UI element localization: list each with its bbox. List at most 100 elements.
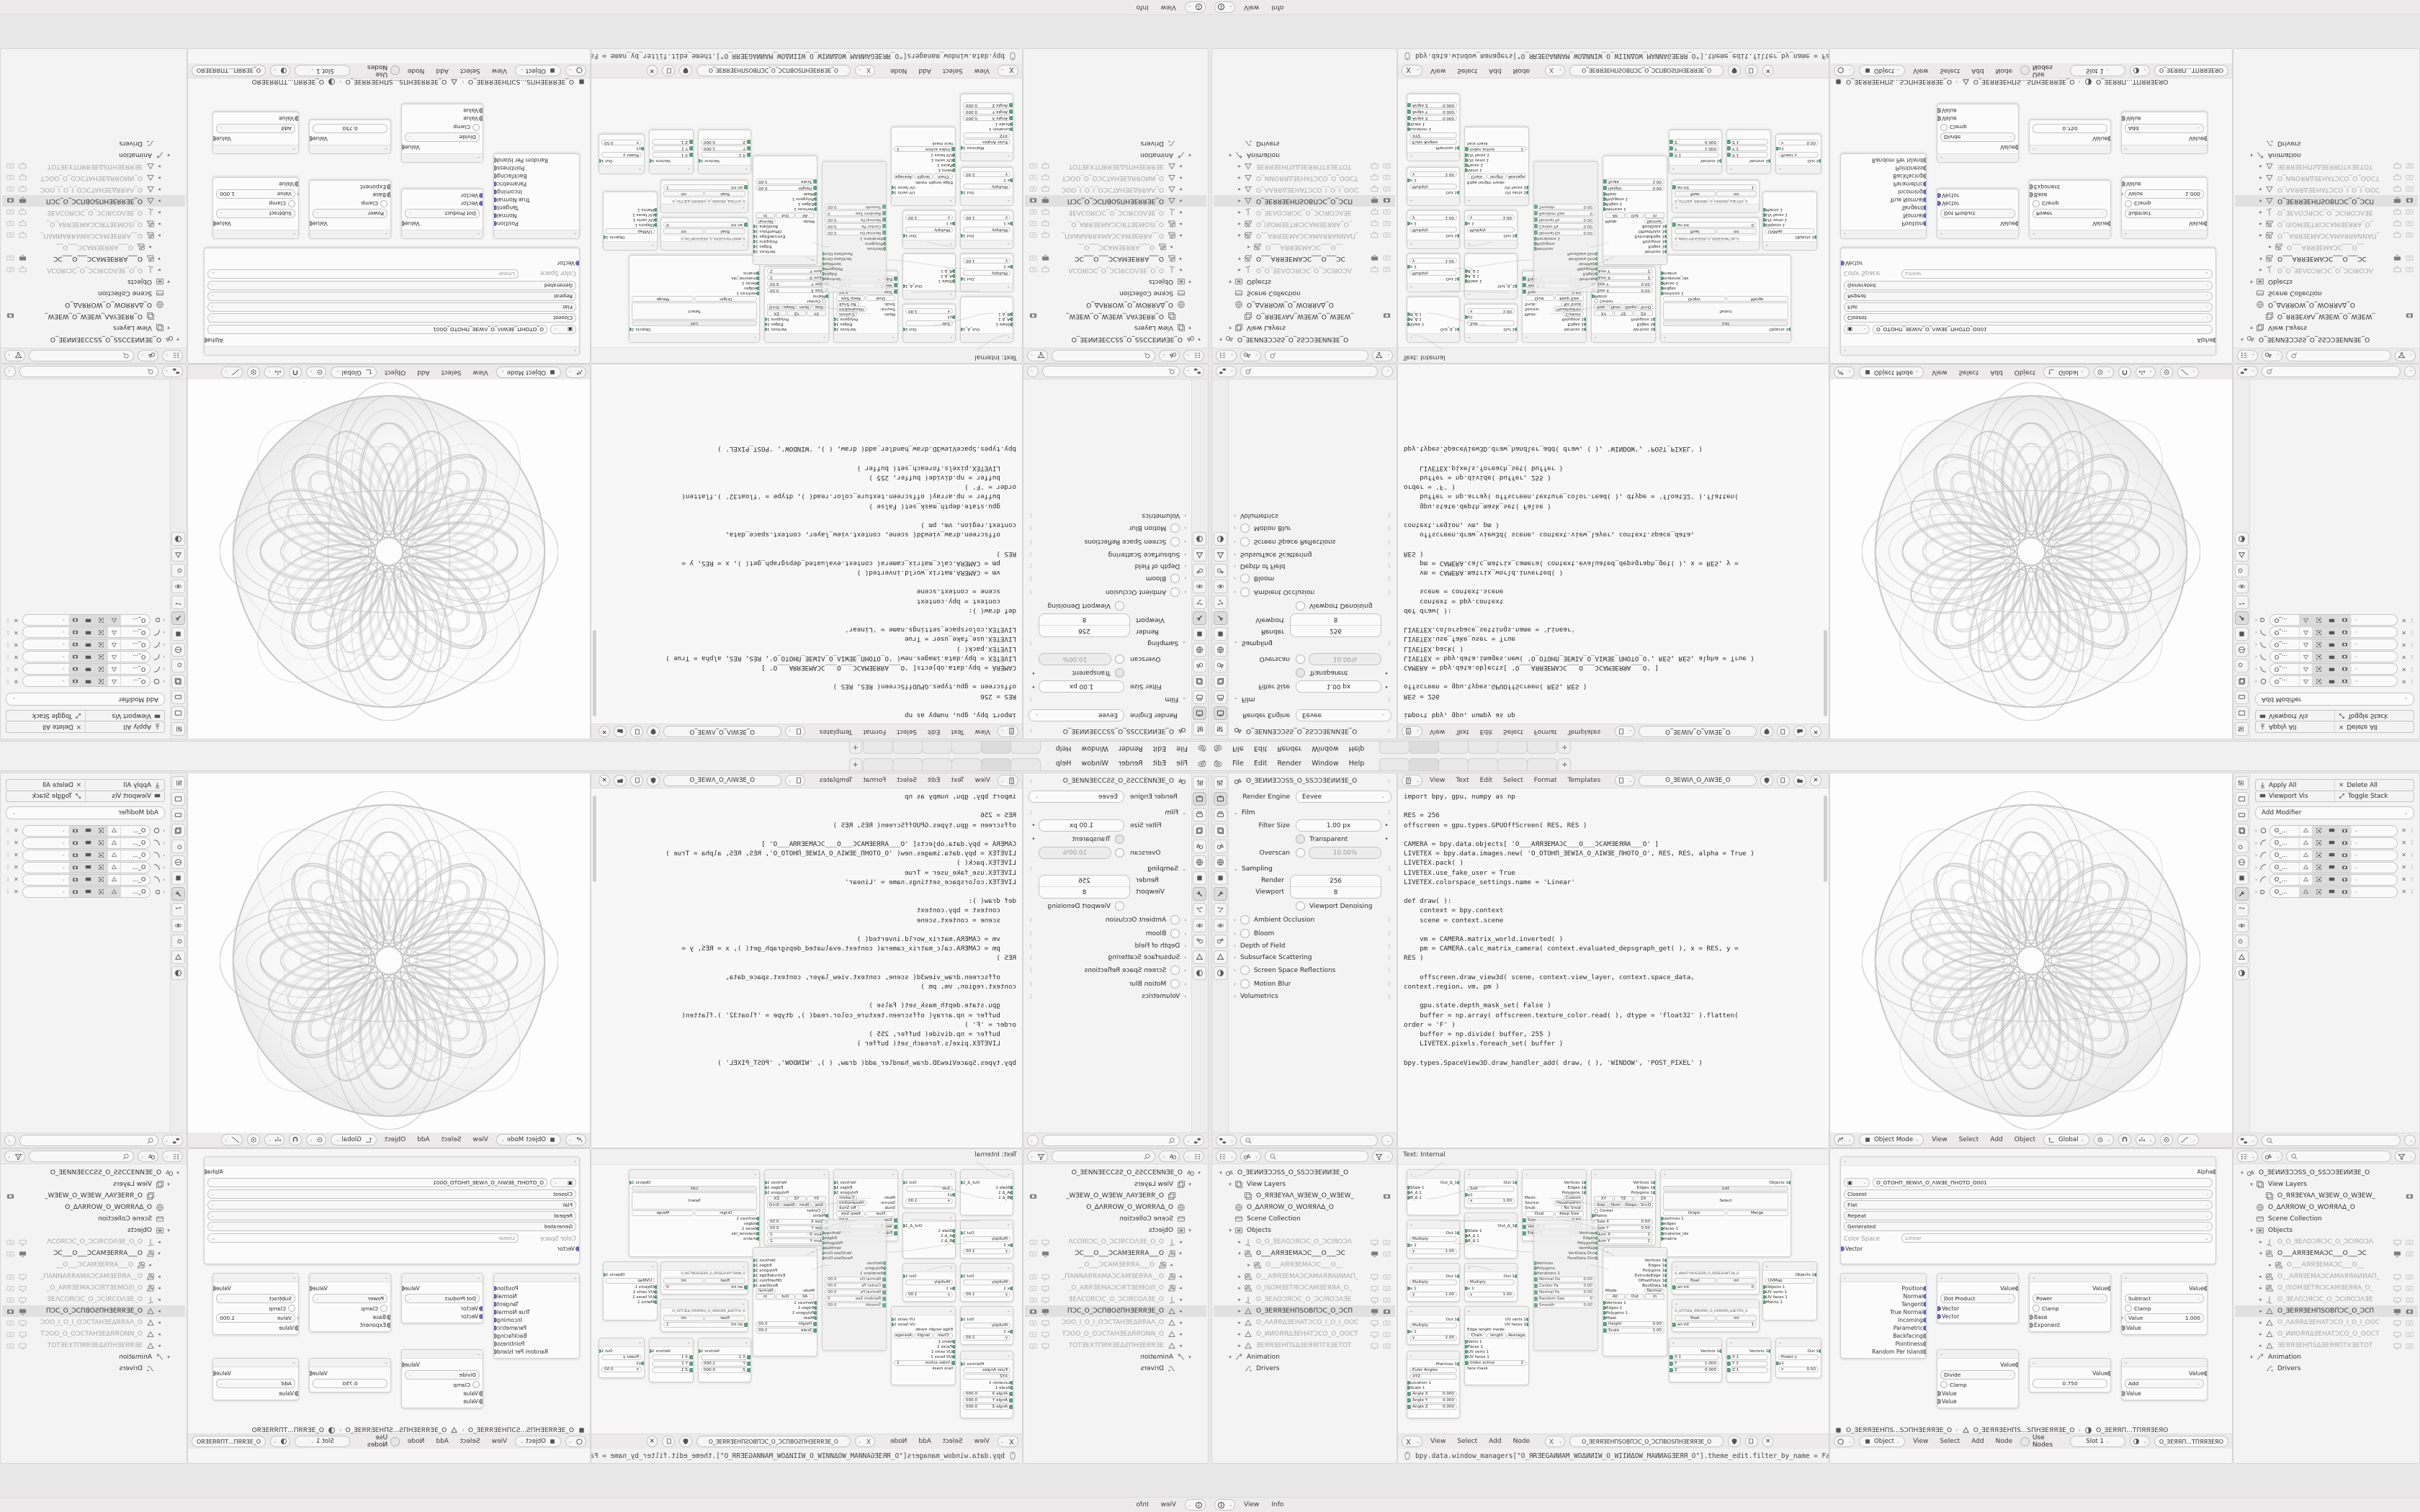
node-output[interactable]: Out 1: [1467, 327, 1518, 332]
outliner-row[interactable]: ▾ Animation: [2, 149, 185, 161]
node-header[interactable]: ⌄: [629, 333, 759, 342]
filter-size-field[interactable]: 1.00 px: [1039, 680, 1124, 693]
node-input[interactable]: B_Δ 1: [963, 312, 1013, 317]
node-output-value[interactable]: Value: [212, 1284, 295, 1292]
display-icon[interactable]: [1041, 1296, 1049, 1304]
node-input[interactable]: y1: [905, 315, 956, 320]
render-samples-field[interactable]: 256: [1330, 877, 1342, 885]
filter-size-field[interactable]: 1.00 px: [1296, 680, 1381, 693]
group-input-node-a[interactable]: ⌄ Out_Δ_1 Stale 1 A_Δ 1 B_Δ 1: [960, 1169, 1013, 1215]
node-output[interactable]: Out 1: [599, 1349, 642, 1354]
outliner-row[interactable]: ▾ O_ƎEИИƎƆƆSS_O_SSƆƆƎEИИƎE_O: [2, 333, 185, 345]
node-value-field[interactable]: an int 1: [663, 184, 748, 190]
node-header[interactable]: ⌄: [1465, 1307, 1528, 1315]
node-buttons[interactable]: Chain length Average: [1467, 1333, 1527, 1338]
outliner-row-icons[interactable]: [2393, 209, 2418, 217]
node-input[interactable]: Objects 1: [606, 1284, 658, 1290]
geometry-output-normal[interactable]: Normal: [1844, 1292, 1926, 1300]
properties-options-button[interactable]: ⌄: [1027, 366, 1039, 377]
world-tab[interactable]: [1193, 643, 1207, 657]
node-output[interactable]: Polygons 1: [1525, 1190, 1586, 1195]
outliner-row-label[interactable]: O__AЯЯƎEMAƆCAMAЯЯAИИAП_: [1256, 1273, 1359, 1280]
node-select[interactable]: Multiply: [1410, 227, 1457, 233]
outliner-row[interactable]: ▸ O_ИИOЯЯΔƎEHATƆCO_O_OOCT: [2235, 1328, 2418, 1340]
extrude-node[interactable]: ⌄ Vertices 1 Edges 1 Polygons 1 ExtrudeEdge …: [753, 1247, 817, 1356]
workspace-tab-0[interactable]: [1379, 742, 1410, 754]
render-off-icon[interactable]: [6, 209, 14, 217]
menu-help[interactable]: Help: [1348, 744, 1365, 753]
outliner-row-label[interactable]: O_ЯЯƎEYAΛ_WƎEW_O_WƎEW_: [1256, 1192, 1355, 1200]
outliner-row[interactable]: ▾ View Layers: [1025, 322, 1206, 333]
filter-size-row[interactable]: Filter Size 1.00 px •: [1028, 680, 1186, 693]
node-value-field[interactable]: X 1: [1727, 1354, 1768, 1360]
render-engine-select[interactable]: Eevee ⌄: [1296, 791, 1392, 803]
particles-tab[interactable]: [171, 903, 186, 917]
node-value-field[interactable]: Size X 0.50: [767, 287, 829, 293]
world-tab[interactable]: [1193, 855, 1207, 869]
add-modifier-button[interactable]: Add Modifier ⌄: [2255, 806, 2414, 819]
particles-tab[interactable]: [2234, 903, 2249, 917]
node-output[interactable]: Out 1: [960, 233, 1010, 238]
disclosure-triangle[interactable]: ▸: [1179, 1308, 1182, 1314]
filter-size-field[interactable]: 1.00 px: [1296, 819, 1381, 832]
menu-render[interactable]: Render: [1277, 759, 1302, 768]
grid-node[interactable]: ⌄ Vertices 1 Edges 1 Polygons 1 XY YZ ZX Size Nu…: [1591, 1169, 1656, 1246]
shader-menu-node[interactable]: Node: [1995, 67, 2013, 74]
outliner-row[interactable]: ▸ O_ƎEЯЯƎEHПSOBПƆC_O_ƆCП: [1214, 1305, 1395, 1317]
disclosure-triangle[interactable]: ▸: [1179, 1285, 1182, 1291]
node-input[interactable]: Stale 1: [963, 1185, 1013, 1190]
topbar[interactable]: File Edit Render Window Help +: [0, 756, 1210, 771]
close-icon[interactable]: ✕: [646, 1436, 658, 1447]
material-sphere-icon[interactable]: ⌄: [2129, 1436, 2150, 1447]
math-divide-node[interactable]: ⌄ Value Divide ⌄ Clamp Value Value: [1937, 104, 2019, 163]
editor-type-shader-icon[interactable]: ⌄: [1834, 65, 1855, 76]
node-header[interactable]: ⌄: [604, 1262, 657, 1271]
panel-depth-of-field[interactable]: › Depth of Field ⣿: [1028, 942, 1186, 950]
node-output[interactable]: Objects 1: [603, 235, 655, 240]
modifier-remove-button[interactable]: ✕: [2401, 654, 2406, 660]
python-source[interactable]: import bpy, gpu, numpy as np RES = 256 o…: [1404, 445, 1754, 719]
outliner-row-icons[interactable]: [2, 1308, 27, 1315]
disclosure-triangle[interactable]: ▾: [1219, 1170, 1222, 1176]
math-divide-node[interactable]: ⌄ Value Divide ⌄ Clamp Value Value: [401, 1349, 483, 1408]
node-select-box[interactable]: Select: [632, 302, 757, 320]
node-header[interactable]: ⌄: [1672, 1262, 1759, 1271]
display-icon[interactable]: [2393, 266, 2401, 274]
node-input[interactable]: Vertices: [1533, 246, 1595, 251]
outliner-row-label[interactable]: O__AЯЯƎEMAƆCAMAЯЯAИИAП_: [1256, 232, 1359, 239]
render-engine-select[interactable]: Eevee ⌄: [1296, 709, 1392, 721]
node-value-field[interactable]: Angle Z 0.000: [1407, 1404, 1457, 1410]
outliner-row[interactable]: ▸ O_ИИOЯЯΔƎEHATƆCO_O_OOCT: [1214, 172, 1395, 184]
modifier-name[interactable]: O_...: [2274, 840, 2287, 846]
text-editor-type-button[interactable]: ⌄: [997, 726, 1018, 737]
outliner-row[interactable]: ▾ Objects: [1025, 1225, 1206, 1236]
node-header[interactable]: ⌄: [1407, 1307, 1459, 1315]
outliner-row[interactable]: Scene Collection: [2, 1213, 185, 1225]
outliner-row-label[interactable]: O___AЯЯƎEMAƆC___O__: [1265, 243, 1343, 251]
node-value-field[interactable]: Height 0.00: [1603, 185, 1664, 191]
outliner-row[interactable]: O_ΔΛЯЯOW_O_WOЯЯΛΔ_O: [2, 299, 185, 310]
display-on-icon[interactable]: [2393, 1250, 2401, 1258]
node-input-value[interactable]: Value: [2122, 1324, 2204, 1332]
node-output[interactable]: Objects 1: [1765, 235, 1817, 240]
node-header[interactable]: ⌄: [892, 1307, 955, 1315]
text-menu-view[interactable]: View: [974, 728, 990, 735]
geometry-output-parametric[interactable]: Parametric: [1844, 1324, 1926, 1332]
outliner-row-icons[interactable]: [1371, 163, 1395, 171]
outliner-row-label[interactable]: Objects: [2268, 278, 2293, 285]
node-row2[interactable]: Origin Merge: [632, 296, 757, 302]
node-field[interactable]: y 1.00: [963, 215, 1010, 220]
modifier-toggle-display[interactable]: [2324, 652, 2338, 662]
panel-screen-space-reflections[interactable]: › Screen Space Reflections ⣿: [1234, 537, 1392, 546]
modifier-remove-button[interactable]: ✕: [14, 642, 19, 648]
outliner-row[interactable]: Scene Collection: [2, 287, 185, 299]
node-input-vector[interactable]: Vector: [405, 192, 483, 199]
node-header[interactable]: ⌄: [1841, 230, 1926, 238]
pivot-icon[interactable]: ⌄: [306, 1134, 327, 1146]
node-select[interactable]: Power y: [1778, 1354, 1819, 1360]
render-off-icon[interactable]: [1029, 163, 1037, 171]
node-input[interactable]: Polygons: [825, 1266, 887, 1271]
copy-icon[interactable]: [629, 775, 643, 786]
copy-icon[interactable]: [1745, 65, 1759, 76]
funnel-filter-icon[interactable]: ⌄: [4, 1151, 26, 1162]
